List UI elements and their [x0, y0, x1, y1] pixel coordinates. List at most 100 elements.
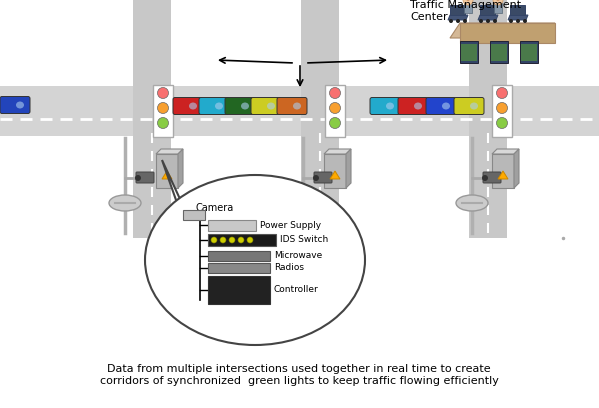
Bar	[461, 44, 477, 61]
FancyBboxPatch shape	[0, 97, 30, 113]
Ellipse shape	[456, 195, 488, 211]
FancyBboxPatch shape	[251, 98, 281, 115]
Polygon shape	[508, 15, 528, 20]
FancyBboxPatch shape	[173, 98, 203, 115]
Circle shape	[463, 19, 467, 23]
Bar	[208, 234, 276, 246]
Circle shape	[135, 175, 141, 181]
Circle shape	[493, 0, 503, 5]
Text: Power Supply: Power Supply	[260, 220, 321, 229]
Bar	[469, 0, 507, 238]
Circle shape	[523, 19, 527, 23]
Ellipse shape	[145, 175, 365, 345]
Ellipse shape	[287, 195, 319, 211]
Text: IDS Switch: IDS Switch	[280, 235, 328, 244]
Circle shape	[463, 0, 473, 5]
Polygon shape	[156, 149, 183, 154]
Bar	[133, 0, 171, 238]
FancyBboxPatch shape	[325, 85, 345, 137]
Ellipse shape	[267, 102, 275, 109]
Circle shape	[509, 19, 513, 23]
Circle shape	[329, 102, 340, 113]
Circle shape	[456, 19, 460, 23]
Text: Radios: Radios	[274, 264, 304, 273]
FancyBboxPatch shape	[370, 98, 400, 115]
Polygon shape	[492, 149, 519, 154]
Polygon shape	[460, 23, 555, 43]
Text: Camera: Camera	[195, 203, 233, 213]
Polygon shape	[162, 171, 172, 179]
Circle shape	[247, 237, 253, 243]
Circle shape	[482, 175, 488, 181]
FancyBboxPatch shape	[483, 172, 501, 183]
Bar	[464, 3, 472, 13]
Ellipse shape	[215, 102, 223, 109]
Bar	[480, 5, 495, 15]
Circle shape	[497, 87, 507, 98]
Polygon shape	[448, 15, 468, 20]
Bar	[460, 41, 478, 63]
Circle shape	[329, 87, 340, 98]
Circle shape	[238, 237, 244, 243]
Text: Microwave: Microwave	[274, 251, 322, 260]
Circle shape	[486, 19, 490, 23]
Ellipse shape	[442, 102, 450, 109]
FancyBboxPatch shape	[454, 98, 484, 115]
Polygon shape	[498, 171, 508, 179]
Bar	[520, 41, 538, 63]
FancyBboxPatch shape	[136, 172, 154, 183]
Polygon shape	[346, 149, 351, 188]
Circle shape	[497, 118, 507, 129]
Circle shape	[158, 102, 168, 113]
Bar	[208, 263, 270, 273]
Text: Data from multiple intersections used together in real time to create
corridors : Data from multiple intersections used to…	[99, 364, 498, 386]
Ellipse shape	[109, 195, 141, 211]
Bar	[208, 251, 270, 261]
FancyBboxPatch shape	[199, 98, 229, 115]
Circle shape	[158, 118, 168, 129]
Bar	[494, 3, 502, 13]
Polygon shape	[514, 149, 519, 188]
Ellipse shape	[16, 102, 24, 109]
Bar	[521, 44, 537, 61]
Bar	[208, 276, 270, 304]
Circle shape	[313, 175, 319, 181]
FancyBboxPatch shape	[492, 85, 512, 137]
Bar	[208, 220, 256, 231]
Bar	[490, 41, 508, 63]
Bar	[450, 5, 465, 15]
Polygon shape	[450, 23, 555, 38]
Circle shape	[220, 237, 226, 243]
Text: Traffic Management
Center: Traffic Management Center	[410, 0, 521, 22]
Bar	[156, 154, 178, 188]
Circle shape	[449, 19, 453, 23]
Circle shape	[329, 118, 340, 129]
Ellipse shape	[293, 102, 301, 109]
Bar	[491, 44, 507, 61]
Circle shape	[497, 102, 507, 113]
Ellipse shape	[189, 102, 197, 109]
Bar	[492, 154, 514, 188]
Polygon shape	[330, 171, 340, 179]
Bar	[0, 86, 599, 136]
Circle shape	[493, 19, 497, 23]
Bar	[183, 210, 205, 220]
Polygon shape	[162, 160, 245, 340]
FancyBboxPatch shape	[225, 98, 255, 115]
Bar	[324, 154, 346, 188]
FancyBboxPatch shape	[398, 98, 428, 115]
FancyBboxPatch shape	[314, 172, 332, 183]
FancyBboxPatch shape	[426, 98, 456, 115]
Polygon shape	[478, 15, 498, 20]
Circle shape	[479, 19, 483, 23]
Circle shape	[211, 237, 217, 243]
Polygon shape	[324, 149, 351, 154]
Polygon shape	[178, 149, 183, 188]
FancyBboxPatch shape	[153, 85, 173, 137]
Circle shape	[516, 19, 520, 23]
Ellipse shape	[470, 102, 478, 109]
Circle shape	[158, 87, 168, 98]
Ellipse shape	[241, 102, 249, 109]
Ellipse shape	[386, 102, 394, 109]
Bar	[510, 5, 525, 15]
